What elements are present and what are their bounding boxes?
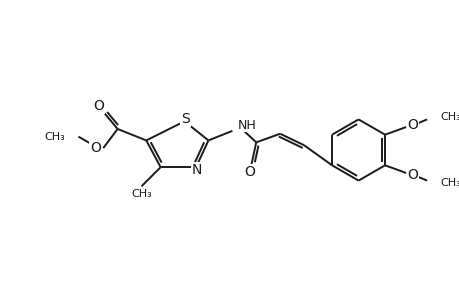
Text: O: O xyxy=(93,99,104,113)
Text: O: O xyxy=(407,168,417,182)
Text: CH₃: CH₃ xyxy=(440,178,459,188)
Text: N: N xyxy=(191,163,202,177)
Text: NH: NH xyxy=(238,118,256,132)
Text: O: O xyxy=(90,141,101,155)
Text: CH₃: CH₃ xyxy=(44,132,65,142)
Text: CH₃: CH₃ xyxy=(440,112,459,122)
Text: O: O xyxy=(244,165,254,179)
Text: CH₃: CH₃ xyxy=(131,189,151,199)
Text: S: S xyxy=(181,112,190,126)
Text: O: O xyxy=(407,118,417,132)
